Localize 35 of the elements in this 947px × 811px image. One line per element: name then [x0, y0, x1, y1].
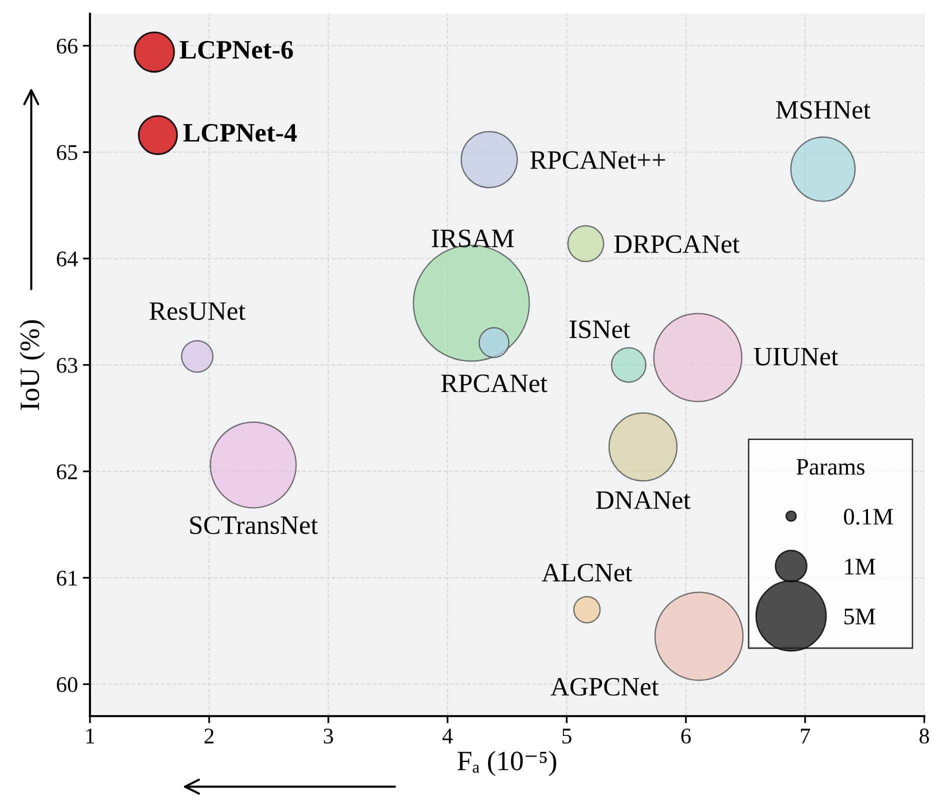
series-label: AGPCNet	[550, 678, 659, 696]
series-label: UIUNet	[754, 348, 838, 366]
series-label: ResUNet	[150, 302, 246, 320]
y-tick-label: 63	[56, 358, 78, 373]
series-label: DNANet	[596, 491, 690, 510]
y-tick-label: 62	[56, 464, 77, 480]
series-label: MSHNet	[776, 101, 870, 119]
y-tick-label: 65	[56, 145, 78, 160]
series-label: LCPNet-4	[183, 124, 297, 142]
x-tick-label: 1	[86, 728, 94, 744]
y-tick-label: 64	[56, 252, 78, 266]
y-tick-label: 61	[56, 570, 77, 586]
series-label: RPCANet++	[530, 151, 666, 169]
legend-label: 5M	[844, 608, 876, 624]
series-label: ALCNet	[542, 564, 632, 582]
x-tick-label: 5	[562, 728, 572, 744]
x-tick-label: 3	[324, 728, 334, 744]
y-tick-label: 66	[56, 38, 78, 54]
x-axis-title: Fₐ (10⁻⁵)	[458, 750, 556, 776]
legend-label: 0.1M	[844, 508, 893, 525]
x-tick-label: 2	[204, 728, 214, 744]
series-label: SCTransNet	[190, 516, 318, 534]
series-label: DRPCANet	[614, 235, 740, 254]
x-tick-label: 8	[920, 728, 929, 744]
y-tick-label: 60	[56, 677, 78, 692]
series-label: LCPNet-6	[180, 40, 293, 59]
legend-title: Params	[796, 459, 864, 475]
x-tick-label: 6	[681, 728, 691, 744]
series-label: RPCANet	[441, 374, 548, 392]
y-axis-title: IoU (%)	[20, 320, 45, 410]
series-label: ISNet	[570, 320, 630, 338]
legend-label: 1M	[845, 558, 876, 574]
x-tick-label: 7	[800, 728, 810, 744]
series-label: IRSAM	[432, 230, 514, 248]
x-tick-label: 4	[442, 728, 453, 744]
